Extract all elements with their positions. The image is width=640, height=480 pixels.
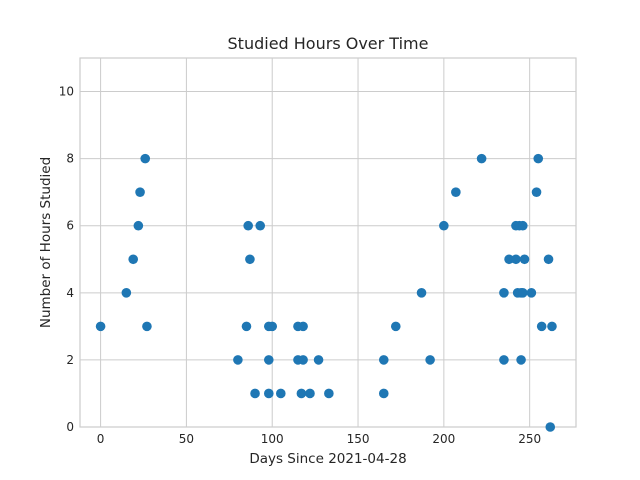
data-point bbox=[499, 288, 509, 298]
y-tick-label: 10 bbox=[59, 85, 74, 99]
data-point bbox=[140, 153, 151, 164]
point-layer bbox=[95, 153, 557, 432]
data-point bbox=[517, 288, 528, 298]
x-tick-label: 100 bbox=[261, 432, 284, 446]
data-point bbox=[324, 388, 334, 399]
data-point bbox=[416, 288, 427, 298]
y-tick-label: 4 bbox=[66, 286, 74, 300]
data-point bbox=[233, 355, 243, 365]
data-point bbox=[378, 355, 389, 365]
data-point bbox=[121, 288, 132, 298]
y-tick-label: 6 bbox=[66, 219, 74, 233]
data-point bbox=[390, 321, 401, 332]
y-tick-label: 8 bbox=[66, 152, 74, 166]
data-point bbox=[533, 153, 544, 164]
data-point bbox=[135, 187, 145, 197]
data-point bbox=[241, 321, 252, 332]
tick-layer: 0 50 100 150 200 250 0 2 4 6 8 10 bbox=[59, 85, 541, 446]
data-point bbox=[305, 388, 315, 399]
data-point bbox=[245, 254, 255, 265]
data-point bbox=[517, 220, 528, 231]
data-point bbox=[250, 388, 260, 399]
data-point bbox=[313, 355, 324, 365]
x-axis-label: Days Since 2021-04-28 bbox=[249, 451, 406, 467]
data-point bbox=[536, 321, 547, 332]
x-tick-label: 50 bbox=[179, 432, 194, 446]
x-tick-label: 0 bbox=[97, 432, 105, 446]
data-point bbox=[263, 355, 274, 365]
data-point bbox=[499, 355, 509, 365]
data-point bbox=[142, 321, 152, 332]
chart-title: Studied Hours Over Time bbox=[228, 34, 429, 53]
data-point bbox=[263, 388, 274, 399]
data-point bbox=[543, 254, 554, 265]
data-point bbox=[504, 254, 514, 265]
data-point bbox=[519, 254, 530, 265]
data-point bbox=[511, 254, 521, 265]
data-point bbox=[296, 388, 307, 399]
data-point bbox=[531, 187, 542, 197]
data-point bbox=[451, 187, 461, 197]
data-point bbox=[128, 254, 139, 265]
y-axis-label: Number of Hours Studied bbox=[38, 157, 54, 328]
grid-layer bbox=[80, 58, 576, 428]
data-point bbox=[378, 388, 389, 399]
data-point bbox=[545, 422, 556, 432]
data-point bbox=[276, 388, 286, 399]
data-point bbox=[526, 288, 537, 298]
y-tick-label: 2 bbox=[66, 353, 74, 367]
data-point bbox=[298, 355, 308, 365]
data-point bbox=[243, 220, 253, 231]
data-point bbox=[133, 220, 144, 231]
data-point bbox=[95, 321, 106, 332]
data-point bbox=[425, 355, 435, 365]
x-tick-label: 200 bbox=[432, 432, 455, 446]
data-point bbox=[298, 321, 308, 332]
data-point bbox=[516, 355, 526, 365]
x-tick-label: 150 bbox=[347, 432, 370, 446]
x-tick-label: 250 bbox=[518, 432, 541, 446]
data-point bbox=[439, 220, 449, 231]
axes-frame bbox=[79, 57, 577, 428]
data-point bbox=[476, 153, 487, 164]
data-point bbox=[255, 220, 266, 231]
data-point bbox=[547, 321, 557, 332]
y-tick-label: 0 bbox=[66, 420, 74, 434]
data-point bbox=[267, 321, 278, 332]
